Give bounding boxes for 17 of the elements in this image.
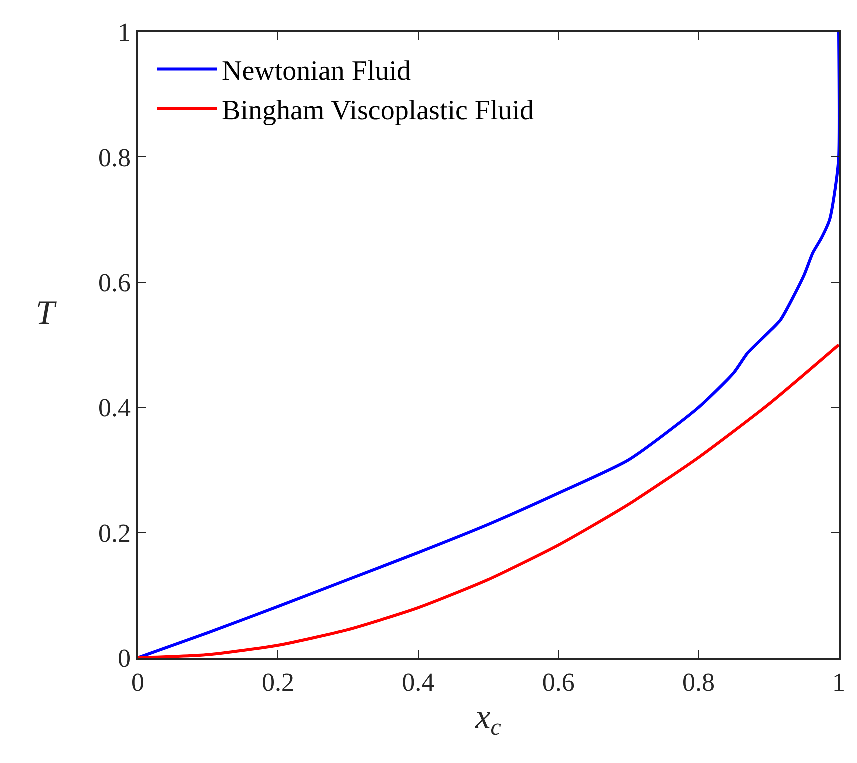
line-series (138, 344, 839, 658)
line-series (138, 32, 839, 658)
y-tick-label: 0.8 (98, 143, 132, 172)
x-tick-label: 0.8 (682, 668, 716, 697)
x-tick-label: 0.4 (402, 668, 435, 697)
y-tick-label: 1 (118, 18, 132, 48)
legend-label: Bingham Viscoplastic Fluid (222, 96, 534, 127)
y-tick-label: 0.2 (98, 518, 132, 548)
x-tick-label: 1 (832, 668, 846, 697)
y-tick-label: 0 (118, 644, 132, 674)
x-tick-label: 0.2 (262, 668, 294, 697)
y-tick-label: 0.6 (98, 268, 132, 298)
y-axis-title: T (36, 295, 57, 332)
x-axis-title: x$_{c}$ (474, 698, 502, 741)
x-tick-label: 0.6 (542, 668, 575, 697)
y-tick-label: 0.4 (98, 394, 132, 423)
legend-label: Newtonian Fluid (222, 56, 412, 88)
